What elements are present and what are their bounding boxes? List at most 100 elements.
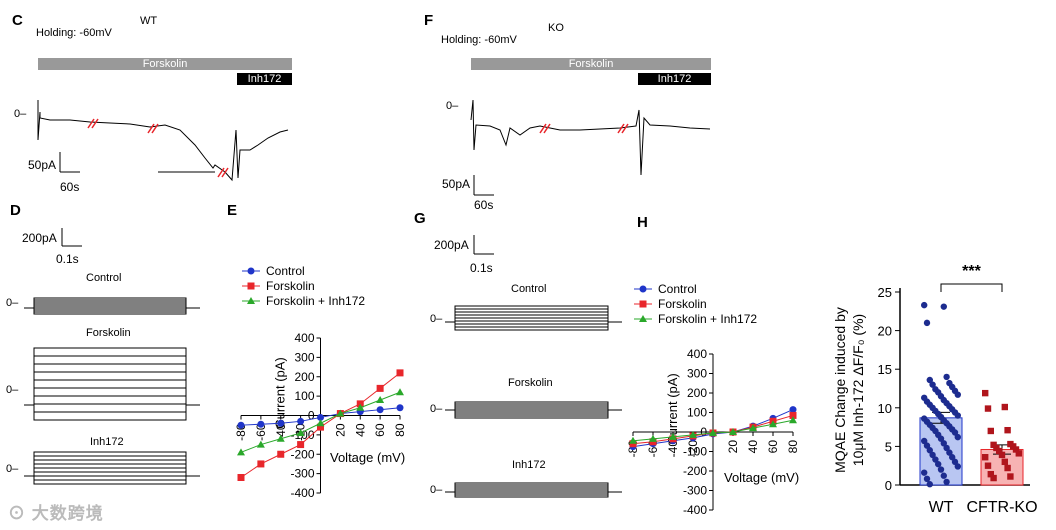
data-point	[769, 420, 777, 428]
significance-bracket	[940, 283, 1003, 292]
data-point	[923, 442, 931, 449]
data-point	[926, 481, 933, 488]
x-tick-label: 80	[393, 423, 407, 437]
genotype-label-ko: KO	[548, 22, 564, 34]
data-point	[987, 427, 994, 435]
x-tick-label: -60	[254, 423, 268, 441]
data-point	[926, 447, 933, 454]
y-tick-label: -200	[290, 447, 314, 461]
trace-label-forskolin-g: Forskolin	[508, 377, 553, 389]
panel-letter-f: F	[424, 12, 434, 29]
y-tick-label: -100	[683, 445, 707, 459]
y-tick-label: -400	[290, 486, 314, 500]
data-point	[709, 428, 717, 436]
data-point	[923, 475, 931, 483]
x-axis-label: Voltage (mV)	[330, 450, 405, 465]
trace-control-d-sweep	[24, 307, 200, 315]
y-tick-label: 20	[878, 324, 892, 339]
x-tick-label: 80	[786, 440, 800, 454]
legend-marker	[639, 285, 647, 293]
data-point	[940, 303, 947, 310]
x-axis-label: Voltage (mV)	[724, 470, 799, 485]
data-point	[987, 470, 994, 478]
x-tick-label: -40	[274, 423, 288, 441]
zero-label-g1: 0–	[430, 313, 443, 325]
panel-letter-h: H	[637, 214, 648, 231]
data-point	[982, 454, 989, 461]
data-point	[277, 419, 285, 427]
inh172-bar-c: Inh172	[237, 73, 292, 85]
x-tick-label: 60	[766, 440, 780, 454]
scale-x-g: 0.1s	[470, 261, 493, 275]
data-point	[943, 444, 950, 452]
y-tick-label: 0	[885, 478, 892, 493]
y-tick-label: 100	[687, 406, 707, 420]
data-point	[954, 412, 961, 419]
data-point	[356, 403, 365, 411]
panel-letter-d: D	[10, 202, 21, 219]
x-tick-label: 60	[373, 423, 387, 437]
data-point	[317, 423, 324, 431]
data-point	[921, 301, 928, 309]
forskolin-bar-c: Forskolin	[38, 58, 292, 70]
y-tick-label: 5	[885, 439, 892, 454]
data-point	[1015, 450, 1022, 457]
y-axis-label: Current (pA)	[273, 357, 288, 429]
data-point	[1007, 473, 1014, 480]
inh172-bar-f: Inh172	[638, 73, 711, 85]
category-label: WT	[929, 499, 954, 516]
data-point	[237, 448, 245, 456]
data-point	[376, 384, 384, 392]
trace-forskolin-g-sweep	[445, 409, 622, 419]
legend-label: Control	[658, 282, 697, 296]
data-point	[943, 373, 950, 381]
data-point	[921, 437, 928, 445]
trace-label-control-g: Control	[511, 283, 547, 295]
data-point	[929, 451, 936, 459]
traces-g	[445, 305, 622, 498]
panel-letter-e: E	[227, 202, 238, 219]
data-point	[297, 417, 305, 425]
scale-y-d: 200pA	[22, 231, 57, 245]
legend-marker	[639, 300, 647, 308]
scale-x-d: 0.1s	[56, 252, 79, 266]
data-point	[937, 466, 945, 473]
forskolin-bar-f: Forskolin	[471, 58, 711, 70]
data-point	[396, 404, 404, 412]
trace-forskolin-d-sweep	[24, 404, 200, 421]
data-point	[940, 440, 947, 447]
data-point	[1004, 464, 1011, 472]
scale-bar-d	[61, 228, 82, 247]
zero-label-d2: 0–	[6, 384, 19, 396]
data-point	[376, 396, 385, 403]
y-tick-label: 0	[700, 425, 707, 439]
data-point	[990, 474, 997, 482]
y-tick-label: -200	[683, 464, 707, 478]
watermark: ⊙ 大数跨境	[8, 504, 104, 523]
y-axis-label-line1: MQAE Change induced by	[832, 307, 848, 473]
zero-label-d1: 0–	[6, 297, 19, 309]
scale-y-c: 50pA	[28, 158, 57, 172]
traces-d	[24, 297, 200, 485]
significance-stars: ***	[962, 263, 981, 280]
data-point	[749, 424, 757, 432]
data-point	[277, 450, 285, 458]
data-point	[943, 478, 950, 486]
x-tick-label: 40	[746, 440, 760, 454]
trace-c	[37, 100, 289, 182]
y-tick-label: -400	[683, 503, 707, 517]
legend-label: Forskolin + Inh172	[266, 294, 365, 308]
y-tick-label: 200	[294, 370, 314, 384]
x-tick-label: 20	[726, 440, 740, 454]
data-point	[954, 391, 961, 398]
y-tick-label: 400	[687, 347, 707, 361]
data-point	[923, 319, 931, 327]
iv-chart-e: 4003002001000-100-200-300-400-80-60-40-2…	[234, 264, 407, 500]
x-tick-label: -20	[686, 440, 700, 458]
y-axis-label-line2: 10μM Inh-172 ΔF/F₀ (%)	[850, 314, 866, 466]
data-point	[789, 406, 797, 414]
y-tick-label: 15	[878, 362, 892, 377]
x-tick-label: -40	[666, 440, 680, 458]
data-point	[317, 413, 324, 421]
